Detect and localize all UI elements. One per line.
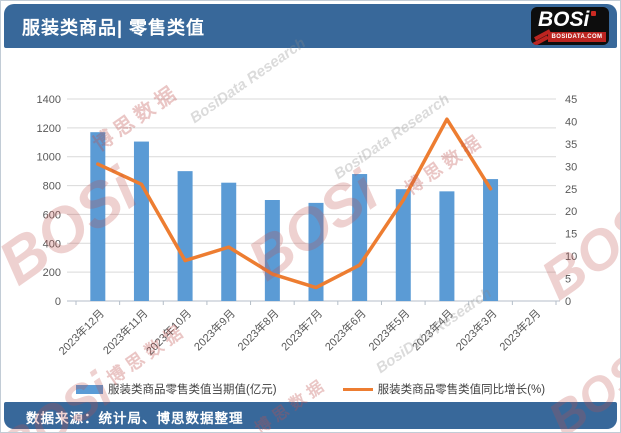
legend-item-line: 服装类商品零售类值同比增长(%) xyxy=(342,381,546,397)
x-axis-label: 2023年6月 xyxy=(322,306,369,353)
right-axis-label: 30 xyxy=(565,161,577,173)
line-swatch-icon xyxy=(342,387,373,391)
bar xyxy=(483,179,499,301)
right-axis-label: 15 xyxy=(565,229,577,241)
bar xyxy=(133,141,149,301)
combo-chart: 0 200 400 600 800 1000 1200 1400 0 5 10 15 20 25 30 35 4… xyxy=(37,94,578,358)
chart-legend: 服装类商品零售类值当期值(亿元) 服装类商品零售类值同比增长(%) xyxy=(1,381,620,397)
bar xyxy=(264,200,280,301)
bar xyxy=(90,132,106,301)
bosi-logo-text: BOSi xyxy=(538,8,590,31)
x-axis-label: 2023年11月 xyxy=(100,306,151,357)
left-axis-label: 1400 xyxy=(37,94,61,106)
bar xyxy=(439,191,455,301)
trend-line xyxy=(96,117,493,290)
right-axis-label: 45 xyxy=(565,94,577,106)
source-bar: 数据来源：统计局、博思数据整理 xyxy=(4,402,617,429)
bosi-logo: BOSi BOSIDATA.COM xyxy=(531,7,609,45)
x-axis-label: 2023年3月 xyxy=(453,306,500,353)
left-axis-label: 1200 xyxy=(37,123,61,135)
x-axis-label: 2023年7月 xyxy=(278,306,325,353)
bosi-logo-site: BOSIDATA.COM xyxy=(548,32,606,42)
page-title: 服装类商品| 零售类值 xyxy=(22,18,206,38)
title-bar: 服装类商品| 零售类值 BOSi BOSIDATA.COM xyxy=(4,4,617,48)
legend-item-bar: 服装类商品零售类值当期值(亿元) xyxy=(75,381,277,397)
bar xyxy=(395,189,411,301)
legend-bar-label: 服装类商品零售类值当期值(亿元) xyxy=(107,384,277,396)
legend-line-label: 服装类商品零售类值同比增长(%) xyxy=(377,384,546,396)
left-axis-label: 400 xyxy=(43,238,61,250)
left-axis-label: 600 xyxy=(43,209,61,221)
data-source-text: 数据来源：统计局、博思数据整理 xyxy=(26,411,244,426)
bar xyxy=(352,174,368,301)
right-axis-label: 20 xyxy=(565,206,577,218)
right-axis-label: 10 xyxy=(565,251,577,263)
bar xyxy=(177,171,193,301)
left-axis-label: 1000 xyxy=(37,152,61,164)
x-axis-label: 2023年10月 xyxy=(143,306,194,357)
x-axis-label: 2023年5月 xyxy=(365,306,412,353)
bar xyxy=(221,182,237,301)
right-axis-label: 40 xyxy=(565,116,577,128)
left-axis-label: 800 xyxy=(43,181,61,193)
right-axis-label: 35 xyxy=(565,139,577,151)
x-axis-label: 2023年2月 xyxy=(496,306,543,353)
x-axis-label: 2023年4月 xyxy=(409,306,456,353)
left-axis-label: 200 xyxy=(43,267,61,279)
logo-red-dot xyxy=(591,11,596,16)
bar xyxy=(308,202,324,301)
right-axis-label: 0 xyxy=(565,296,571,308)
x-axis-label: 2023年12月 xyxy=(56,306,107,357)
left-axis-label: 0 xyxy=(55,296,61,308)
chart-area: 0 200 400 600 800 1000 1200 1400 0 5 10 15 20 25 30 35 4… xyxy=(1,51,620,377)
x-axis-label: 2023年8月 xyxy=(234,306,281,353)
bar-swatch-icon xyxy=(75,384,103,394)
right-axis-label: 25 xyxy=(565,184,577,196)
x-axis-label: 2023年9月 xyxy=(191,306,238,353)
right-axis-label: 5 xyxy=(565,274,571,286)
